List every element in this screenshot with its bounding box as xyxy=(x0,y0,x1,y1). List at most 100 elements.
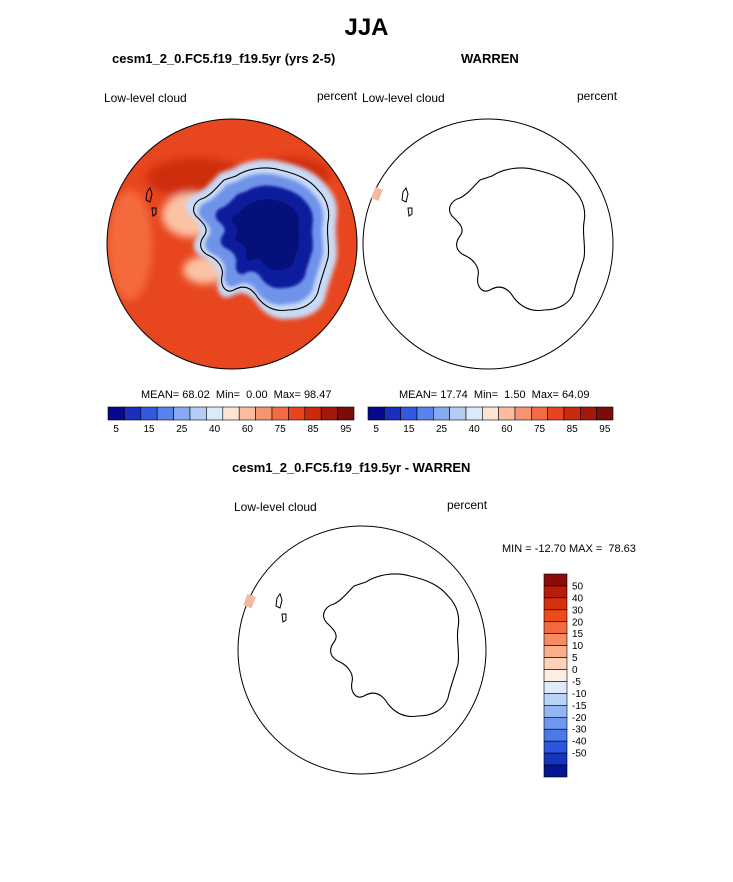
panel1-colorbar-tick-label: 85 xyxy=(307,424,319,435)
panel3-colorbar-box xyxy=(543,669,568,682)
panel2-colorbar-tick-label: 95 xyxy=(599,424,611,435)
panel2-colorbar-tick-label: 25 xyxy=(436,424,448,435)
panel2-colorbar-tick-label: 40 xyxy=(469,424,481,435)
panel3-colorbar-box xyxy=(543,633,568,646)
panel1-colorbar-tick-label: 5 xyxy=(113,424,119,435)
panel2-map xyxy=(362,118,614,370)
panel1-colorbar-box xyxy=(255,406,273,421)
panel2-stats: MEAN= 17.74 Min= 1.50 Max= 64.09 xyxy=(399,389,590,401)
panel1-colorbar-box xyxy=(320,406,338,421)
panel1-colorbar-box xyxy=(337,406,355,421)
panel3-colorbar-tick-label: -15 xyxy=(572,701,587,712)
panel3-colorbar-box xyxy=(543,621,568,635)
panel3-colorbar-box xyxy=(543,764,568,778)
panel3-map-border xyxy=(237,525,487,775)
panel2-colorbar: 5 15 25 40 60 75 85 95 xyxy=(367,406,614,435)
panel1-colorbar-box xyxy=(140,406,158,421)
panel3-stats: MIN = -12.70 MAX = 78.63 xyxy=(502,543,636,555)
panel1-colorbar-box xyxy=(222,406,240,421)
panel1-colorbar-box xyxy=(304,406,322,421)
panel1-colorbar-box xyxy=(271,406,289,421)
panel3-variable: Low-level cloud xyxy=(234,500,317,514)
main-title: JJA xyxy=(344,14,389,41)
panel3-colorbar-box xyxy=(543,609,568,623)
panel3-colorbar-box xyxy=(543,573,568,587)
panel3-colorbar-tick-label: 20 xyxy=(572,617,584,628)
panel1-units: percent xyxy=(317,89,358,103)
panel1-colorbar-tick-label: 60 xyxy=(242,424,254,435)
panel3-colorbar-box xyxy=(543,740,568,754)
panel3-colorbar-tick-label: -20 xyxy=(572,713,587,724)
panel1-stats: MEAN= 68.02 Min= 0.00 Max= 98.47 xyxy=(141,389,332,401)
panel2-colorbar-tick-label: 5 xyxy=(373,424,379,435)
panel2-units: percent xyxy=(577,89,618,103)
panel3-colorbar-box xyxy=(543,705,568,718)
panel2-colorbar-tick-label: 85 xyxy=(567,424,579,435)
panel3-colorbar-tick-label: -10 xyxy=(572,689,587,700)
panel1-colorbar-tick-label: 40 xyxy=(209,424,221,435)
panel2-colorbar-box xyxy=(416,406,434,421)
panel3-colorbar-tick-label: -40 xyxy=(572,737,587,748)
panel3-colorbar-tick-label: 0 xyxy=(572,665,578,676)
panel3-colorbar-tick-label: 30 xyxy=(572,605,584,616)
panel1-colorbar-tick-label: 15 xyxy=(143,424,155,435)
panel1-variable: Low-level cloud xyxy=(104,91,187,105)
panel3-colorbar-box xyxy=(543,728,568,742)
panel1-lighter-band xyxy=(108,190,152,300)
panel2-colorbar-box xyxy=(482,406,499,421)
panel3-title: cesm1_2_0.FC5.f19_f19.5yr - WARREN xyxy=(232,460,471,475)
panel1-colorbar-tick-label: 25 xyxy=(176,424,188,435)
panel3-units: percent xyxy=(447,498,488,512)
panel2-map-border xyxy=(362,118,614,370)
panel3-colorbar-box xyxy=(543,657,568,670)
panel2-colorbar-tick-label: 75 xyxy=(534,424,546,435)
panel2-colorbar-box xyxy=(384,406,401,421)
panel1-title: cesm1_2_0.FC5.f19_f19.5yr (yrs 2-5) xyxy=(112,51,336,66)
panel2-colorbar-box xyxy=(433,406,450,421)
panel1-colorbar-box xyxy=(189,406,207,421)
panel2-data-patch xyxy=(371,186,383,202)
panel3-colorbar-tick-label: 15 xyxy=(572,629,584,640)
panel2-colorbar-box xyxy=(531,406,548,421)
panel2-peninsula-coast xyxy=(401,186,413,217)
panel1-colorbar-box xyxy=(107,406,125,421)
panel2-colorbar-box xyxy=(449,406,467,421)
panel3-colorbar-tick-label: 40 xyxy=(572,593,584,604)
panel3-map xyxy=(237,525,487,775)
panel1-colorbar-box xyxy=(156,406,174,421)
panel2-colorbar-box xyxy=(498,406,516,421)
panel2-colorbar-tick-label: 15 xyxy=(403,424,415,435)
panel1-colorbar-box xyxy=(173,406,191,421)
panel1-colorbar-tick-label: 95 xyxy=(340,424,352,435)
panel3-colorbar-box xyxy=(543,597,568,611)
panel1-colorbar-box xyxy=(288,406,306,421)
panel1-colorbar: 5 15 25 40 60 75 85 95 xyxy=(107,406,355,435)
panel2-colorbar-tick-label: 60 xyxy=(501,424,513,435)
panel3-colorbar-tick-label: -5 xyxy=(572,677,581,688)
panel1-colorbar-box xyxy=(206,406,224,421)
panel3-colorbar-tick-label: -30 xyxy=(572,725,587,736)
panel3-colorbar-box xyxy=(543,585,568,599)
panel2-colorbar-box xyxy=(367,406,385,421)
panel3-colorbar-box xyxy=(543,693,568,706)
panel3-colorbar-box xyxy=(543,645,568,658)
panel2-colorbar-box xyxy=(465,406,483,421)
panel1-map xyxy=(106,118,358,370)
panel2-colorbar-box xyxy=(547,406,565,421)
panel3-colorbar-box xyxy=(543,716,568,730)
panel3-colorbar-tick-label: -50 xyxy=(572,749,587,760)
panel2-title: WARREN xyxy=(461,51,519,66)
panel1-colorbar-box xyxy=(124,406,142,421)
panel2-colorbar-box xyxy=(514,406,532,421)
panel2-colorbar-box xyxy=(596,406,614,421)
panel2-colorbar-box xyxy=(580,406,597,421)
panel1-map-border xyxy=(106,118,358,370)
panel1-colorbar-tick-label: 75 xyxy=(275,424,287,435)
panel3-colorbar-tick-label: 10 xyxy=(572,641,584,652)
panel1-peninsula-coast xyxy=(145,186,157,217)
panel3-colorbar-tick-label: 50 xyxy=(572,581,584,592)
panel3-colorbar-tick-label: 5 xyxy=(572,653,578,664)
panel3-colorbar-box xyxy=(543,681,568,694)
